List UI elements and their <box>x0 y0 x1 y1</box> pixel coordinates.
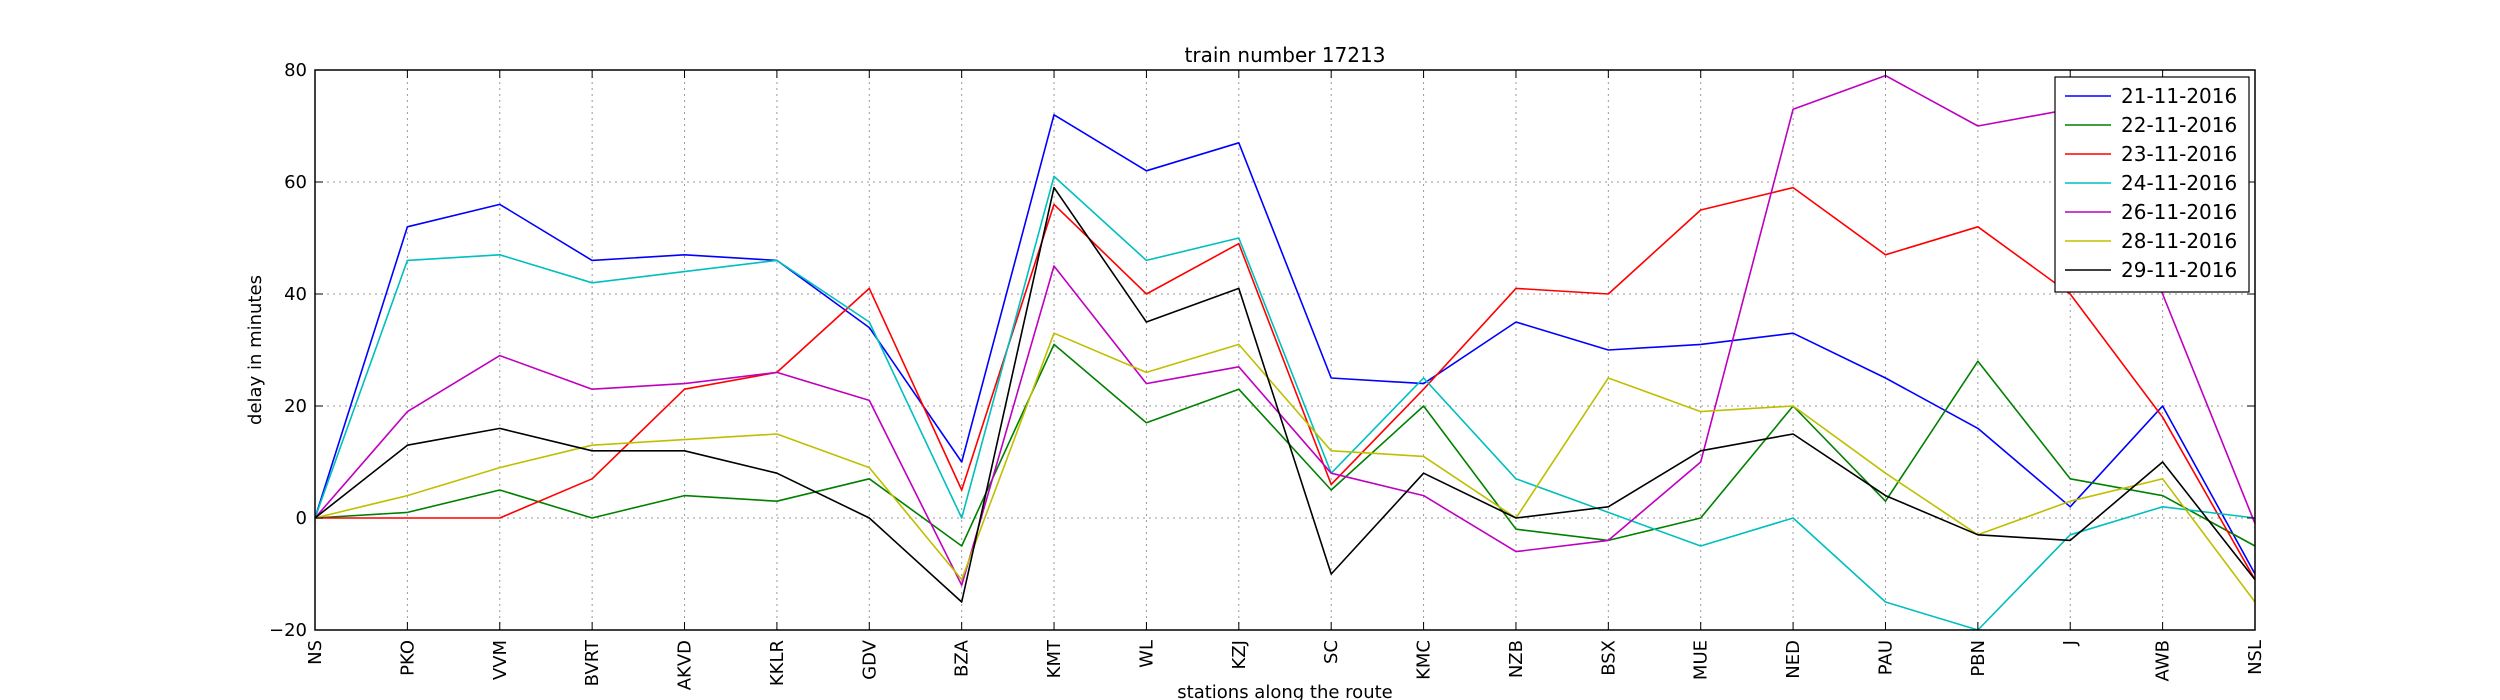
x-tick-label: KMC <box>1414 640 1435 680</box>
legend-label: 24-11-2016 <box>2121 171 2237 195</box>
x-tick-label: KMT <box>1044 639 1065 678</box>
legend-label: 23-11-2016 <box>2121 142 2237 166</box>
series-line <box>314 186 2256 603</box>
x-axis-ticks: NS PKO VVM BVRT AKVD KKLR GDV BZA KMT WL KZJ SC KMC N… <box>305 70 2266 690</box>
legend-label: 28-11-2016 <box>2121 229 2237 253</box>
x-tick-label: SC <box>1321 640 1342 664</box>
x-tick-label: VVM <box>490 640 511 680</box>
x-tick-label: MUE <box>1691 640 1712 680</box>
legend-label: 29-11-2016 <box>2121 258 2237 282</box>
y-tick-label: 40 <box>284 284 307 305</box>
x-tick-label: J <box>2060 640 2081 646</box>
series-line <box>314 343 2256 547</box>
x-tick-label: NZB <box>1506 640 1527 678</box>
plot-frame <box>314 69 2256 631</box>
x-tick-label: PBN <box>1968 640 1989 677</box>
x-tick-label: KZJ <box>1229 640 1250 669</box>
y-tick-label: 0 <box>296 508 307 529</box>
x-tick-label: PAU <box>1875 640 1896 675</box>
y-tick-label: 20 <box>284 396 307 417</box>
y-tick-label: −20 <box>269 620 307 641</box>
x-tick-label: KKLR <box>767 640 788 686</box>
x-tick-label: AKVD <box>675 640 696 690</box>
x-tick-label: BVRT <box>582 639 603 686</box>
x-tick-label: AWB <box>2153 640 2174 681</box>
x-tick-label: BZA <box>952 639 973 677</box>
x-tick-label: NED <box>1783 640 1804 679</box>
legend: 21-11-2016 22-11-2016 23-11-2016 24-11-2016… <box>2054 76 2250 293</box>
grid <box>315 70 2255 630</box>
series-line <box>315 186 2256 580</box>
x-tick-label: WL <box>1136 640 1157 668</box>
series-line <box>314 332 2256 603</box>
legend-label: 22-11-2016 <box>2121 113 2237 137</box>
x-tick-label: NSL <box>2245 640 2266 675</box>
y-axis-ticks: −20 0 20 40 60 80 <box>269 60 2255 641</box>
chart-title: train number 17213 <box>1185 43 1386 67</box>
x-tick-label: NS <box>305 640 326 665</box>
x-tick-label: PKO <box>397 640 418 676</box>
legend-box <box>2054 76 2250 293</box>
y-tick-label: 80 <box>284 60 307 81</box>
legend-label: 21-11-2016 <box>2121 84 2237 108</box>
y-tick-label: 60 <box>284 172 307 193</box>
series-line <box>314 114 2256 575</box>
series-lines <box>314 74 2256 631</box>
y-axis-label: delay in minutes <box>245 275 266 425</box>
legend-label: 26-11-2016 <box>2121 200 2237 224</box>
series-line <box>314 74 2256 587</box>
x-axis-label: stations along the route <box>1177 682 1392 700</box>
x-tick-label: GDV <box>859 639 880 679</box>
x-tick-label: BSX <box>1598 640 1619 676</box>
series-line <box>314 175 2256 631</box>
